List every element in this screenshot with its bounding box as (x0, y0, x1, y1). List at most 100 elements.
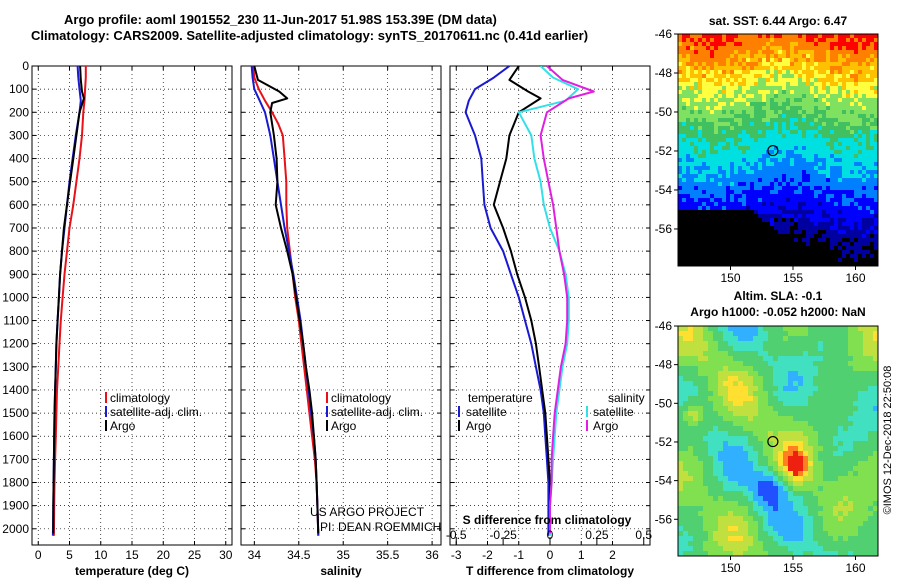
map-cell (714, 190, 719, 195)
map-cell (678, 54, 683, 59)
map-cell (746, 198, 751, 203)
map-cell (843, 506, 849, 512)
map-cell (738, 174, 743, 179)
map-cell (826, 70, 831, 75)
map-cell (746, 118, 751, 123)
map-cell (742, 234, 747, 239)
map-cell (862, 226, 867, 231)
map-cell (858, 451, 864, 457)
map-cell (726, 130, 731, 135)
map-cell (814, 234, 819, 239)
map-cell (798, 466, 804, 472)
map-cell (722, 58, 727, 63)
map-cell (686, 146, 691, 151)
map-cell (698, 154, 703, 159)
map-cell (690, 186, 695, 191)
map-cell (703, 456, 709, 462)
map-cell (808, 336, 814, 342)
map-cell (830, 250, 835, 255)
map-cell (722, 190, 727, 195)
map-cell (838, 90, 843, 95)
map-cell (806, 118, 811, 123)
map-cell (828, 491, 834, 497)
map-cell (703, 471, 709, 477)
map-cell (734, 126, 739, 131)
map-cell (718, 546, 724, 552)
map-cell (758, 486, 764, 492)
map-cell (708, 531, 714, 537)
map-cell (742, 242, 747, 247)
map-cell (778, 218, 783, 223)
map-cell (806, 222, 811, 227)
map-cell (698, 206, 703, 211)
map-cell (774, 186, 779, 191)
map-cell (733, 466, 739, 472)
map-cell (858, 210, 863, 215)
map-cell (753, 466, 759, 472)
map-cell (806, 178, 811, 183)
map-cell (813, 401, 819, 407)
map-cell (818, 98, 823, 103)
map-cell (826, 210, 831, 215)
map-cell (682, 66, 687, 71)
map-cell (818, 62, 823, 67)
map-cell (818, 466, 824, 472)
map-cell (868, 551, 874, 557)
map-cell (810, 206, 815, 211)
map-cell (874, 82, 879, 87)
map-cell (706, 198, 711, 203)
map-cell (718, 466, 724, 472)
map-cell (690, 190, 695, 195)
map-cell (778, 222, 783, 227)
map-cell (708, 376, 714, 382)
map-cell (858, 386, 864, 392)
map-cell (778, 70, 783, 75)
map-cell (846, 66, 851, 71)
map-cell (818, 206, 823, 211)
map-cell (826, 46, 831, 51)
map-cell (810, 138, 815, 143)
map-cell (702, 126, 707, 131)
map-cell (703, 506, 709, 512)
map-cell (746, 138, 751, 143)
map-cell (798, 436, 804, 442)
map-cell (758, 506, 764, 512)
map-cell (713, 531, 719, 537)
map-cell (848, 541, 854, 547)
map-cell (738, 66, 743, 71)
map-cell (786, 254, 791, 259)
map-cell (810, 182, 815, 187)
map-cell (868, 401, 874, 407)
map-cell (802, 42, 807, 47)
map-cell (730, 86, 735, 91)
map-cell (843, 446, 849, 452)
map-cell (786, 62, 791, 67)
map-cell (788, 466, 794, 472)
ytick-label: 100 (9, 82, 29, 96)
map-cell (823, 511, 829, 517)
map-cell (868, 376, 874, 382)
map-cell (874, 122, 879, 127)
map-xtick-label: 150 (720, 561, 740, 575)
map-cell (790, 106, 795, 111)
map-cell (783, 491, 789, 497)
map-cell (698, 78, 703, 83)
map-cell (786, 98, 791, 103)
map-cell (863, 346, 869, 352)
map-cell (750, 194, 755, 199)
map-cell (770, 130, 775, 135)
map-cell (690, 246, 695, 251)
sst-map-title: sat. SST: 6.44 Argo: 6.47 (709, 14, 848, 28)
map-cell (683, 371, 689, 377)
map-cell (686, 238, 691, 243)
map-cell (798, 222, 803, 227)
map-cell (818, 86, 823, 91)
map-cell (818, 326, 824, 332)
map-cell (838, 246, 843, 251)
map-cell (694, 198, 699, 203)
map-cell (806, 42, 811, 47)
map-cell (766, 246, 771, 251)
map-cell (758, 206, 763, 211)
map-cell (873, 421, 879, 427)
map-cell (873, 486, 879, 492)
